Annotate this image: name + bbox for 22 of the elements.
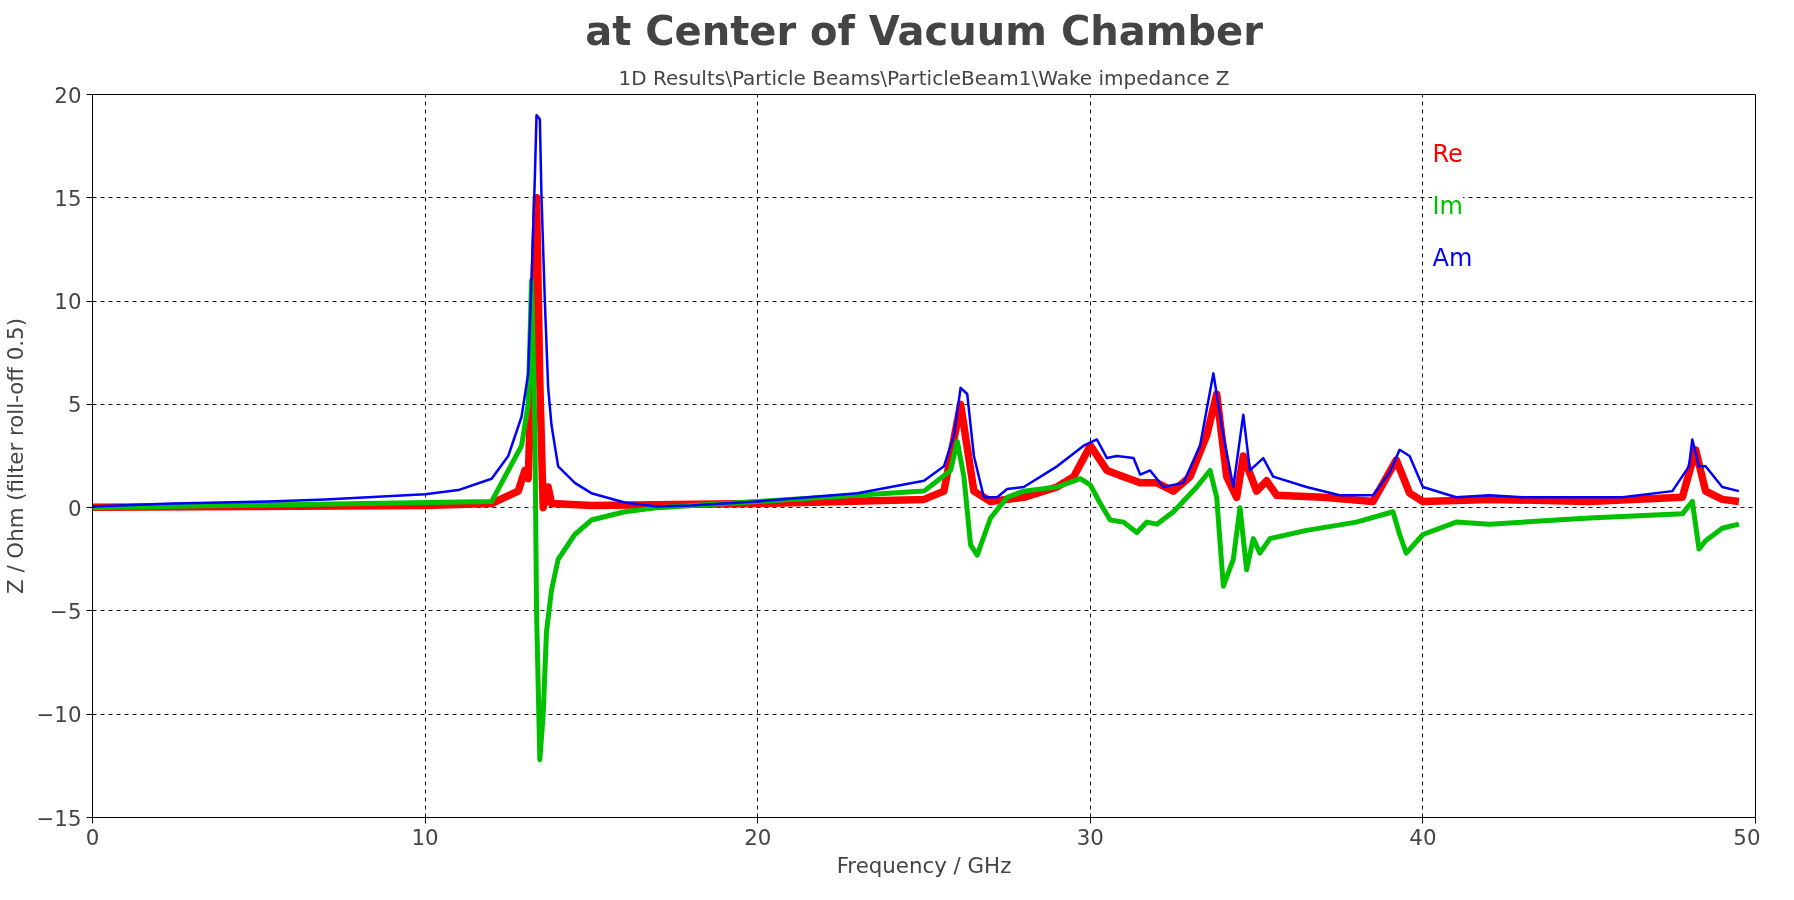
y-tick-label: 10 [54,289,82,315]
y-tick-label: −5 [50,598,82,624]
y-axis-title: Z / Ohm (filter roll-off 0.5) [3,317,29,594]
x-tick-label: 10 [411,824,439,850]
x-tick-label: 30 [1076,824,1104,850]
y-tick-label: 0 [67,495,82,521]
y-tick-label: −15 [36,805,82,831]
text: Re [1432,139,1463,168]
x-axis-title: Frequency / GHz [836,852,1012,878]
text: Am [1432,243,1473,272]
x-tick-label: 0 [85,824,100,850]
x-tick-label: 40 [1409,824,1437,850]
chart-subtitle: 1D Results\Particle Beams\ParticleBeam1\Wake impedance Z [618,65,1230,90]
y-tick-label: 15 [54,185,82,211]
x-tick-label: 20 [744,824,772,850]
y-tick-label: 20 [54,82,82,108]
x-tick-label: 50 [1733,824,1761,850]
y-tick-label: 5 [67,392,82,418]
chart-title: at Center of Vacuum Chamber [585,7,1264,54]
line-series [92,113,1741,508]
y-tick-label: −10 [36,702,82,728]
text: Im [1432,191,1463,220]
